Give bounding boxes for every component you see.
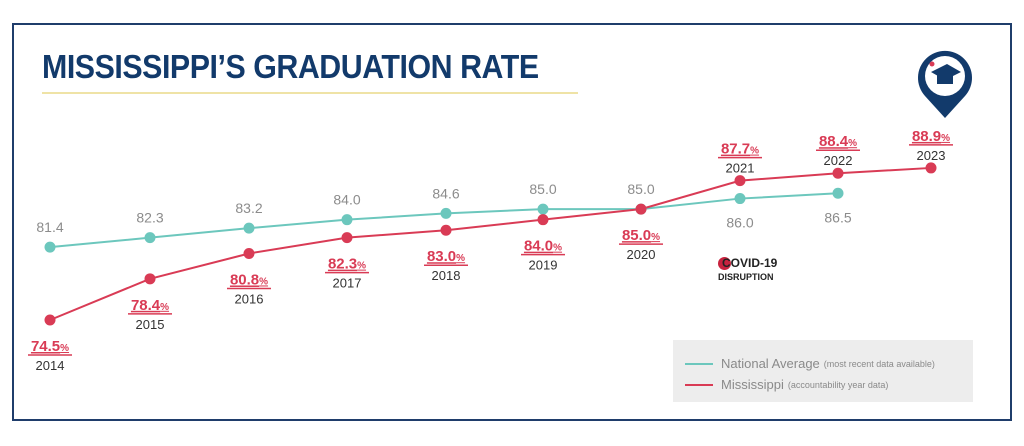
x-tick-label: 2018	[432, 268, 461, 283]
data-label: 78.4%	[131, 297, 169, 314]
data-point	[144, 232, 156, 244]
data-point	[832, 187, 844, 199]
data-label: 82.3	[136, 210, 163, 226]
data-label: 85.0	[627, 181, 654, 197]
legend-note: (accountability year data)	[787, 379, 889, 390]
series-line-mississippi	[49, 166, 932, 321]
data-point	[832, 167, 844, 179]
covid-sublabel: DISRUPTION	[718, 272, 774, 283]
title-underline	[42, 92, 578, 94]
data-point	[925, 162, 937, 174]
x-tick-label: 2019	[529, 258, 558, 273]
legend-swatch	[685, 383, 713, 386]
data-point	[635, 203, 647, 215]
legend-note: (most recent data available)	[823, 358, 935, 369]
data-point	[44, 314, 56, 326]
data-label: 84.6	[432, 185, 459, 201]
data-label: 80.8%	[230, 271, 268, 288]
data-label: 87.7%	[721, 141, 759, 158]
x-tick-label: 2017	[333, 276, 362, 291]
data-label: 82.3%	[328, 256, 366, 273]
data-label: 83.0%	[427, 248, 465, 265]
data-point	[341, 214, 353, 226]
data-label: 86.5	[824, 209, 851, 225]
data-label: 84.0%	[524, 238, 562, 255]
data-point	[537, 214, 549, 226]
data-label: 81.4	[36, 219, 63, 235]
data-point	[440, 224, 452, 236]
x-tick-label: 2022	[824, 153, 853, 168]
data-point	[243, 222, 255, 234]
data-point	[341, 232, 353, 244]
x-tick-label: 2015	[136, 317, 165, 332]
page-title: MISSISSIPPI’S GRADUATION RATE	[42, 48, 539, 85]
x-tick-label: 2016	[235, 291, 264, 306]
x-tick-label: 2023	[917, 148, 946, 163]
data-point	[243, 247, 255, 259]
data-label: 85.0	[529, 181, 556, 197]
legend: National Average (most recent data availa…	[673, 340, 973, 402]
data-label: 88.4%	[819, 133, 857, 150]
legend-item-mississippi: Mississippi (accountability year data)	[685, 377, 888, 392]
legend-item-national: National Average (most recent data availa…	[685, 356, 935, 371]
x-tick-label: 2021	[726, 161, 755, 176]
data-point	[144, 273, 156, 285]
data-label: 74.5%	[31, 338, 69, 355]
legend-label: Mississippi	[721, 377, 784, 392]
covid-marker-icon	[718, 257, 731, 271]
data-label: 84.0	[333, 192, 360, 208]
data-point	[44, 241, 56, 253]
data-point	[734, 175, 746, 187]
covid-annotation: COVID-19 DISRUPTION	[718, 256, 777, 284]
legend-swatch	[685, 362, 713, 365]
data-label: 88.9%	[912, 128, 950, 145]
legend-label: National Average	[721, 356, 820, 371]
covid-label: COVID-19	[722, 256, 778, 270]
data-label: 83.2	[235, 200, 262, 216]
chart-frame	[12, 23, 1012, 421]
x-tick-label: 2020	[627, 247, 656, 262]
data-label: 86.0	[726, 215, 753, 231]
data-point	[734, 193, 746, 205]
x-tick-label: 2014	[36, 358, 65, 373]
data-point	[537, 203, 549, 215]
data-point	[440, 207, 452, 219]
data-label: 85.0%	[622, 227, 660, 244]
graduation-cap-map-pin-icon	[918, 50, 972, 118]
